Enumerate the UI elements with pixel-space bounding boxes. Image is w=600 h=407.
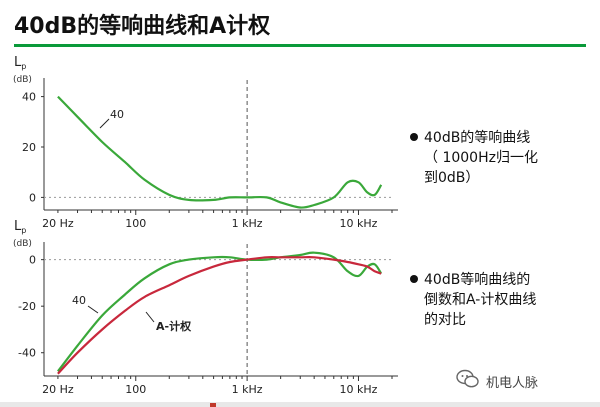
x-tick-label: 10 kHz <box>340 383 378 396</box>
x-tick-label: 20 Hz <box>42 383 74 396</box>
series-label-leader <box>87 305 99 314</box>
bullet-a-weighting-compare: 40dB等响曲线的 倒数和A-计权曲线 的对比 <box>410 270 594 330</box>
watermark-text: 机电人脉 <box>486 376 539 391</box>
y-tick-label: -40 <box>18 347 36 360</box>
y-axis-label: Lp <box>14 55 26 71</box>
bullet-dot <box>410 275 418 283</box>
series-label-40: 40 <box>72 294 86 307</box>
y-tick-label: 0 <box>29 191 36 204</box>
y-tick-label: 40 <box>22 91 36 104</box>
x-tick-label: 10 kHz <box>340 217 378 230</box>
series-label-a-weighting: A-计权 <box>156 319 192 333</box>
y-axis-label: Lp <box>14 219 26 235</box>
bullet-line: 倒数和A-计权曲线 <box>424 292 537 308</box>
x-tick-label: 1 kHz <box>232 383 263 396</box>
bullet-line: 的对比 <box>424 312 466 328</box>
y-axis-unit: (dB) <box>13 75 32 85</box>
y-axis-unit: (dB) <box>13 239 32 249</box>
footer-bar <box>0 402 600 407</box>
series-line-equal-loudness-40 <box>57 251 383 372</box>
bullet-line: 40dB等响曲线的 <box>424 272 531 288</box>
series-line-equal-loudness-40 <box>57 95 383 209</box>
x-tick-label: 100 <box>125 383 146 396</box>
bullet-line: 到0dB） <box>424 170 480 186</box>
bullet-equal-loudness: 40dB的等响曲线 （ 1000Hz归一化 到0dB） <box>410 128 594 188</box>
y-tick-label: 0 <box>29 254 36 267</box>
y-tick-label: 20 <box>22 141 36 154</box>
y-tick-label: -20 <box>18 300 36 313</box>
title-underline <box>14 44 586 47</box>
slide-title: 40dB的等响曲线和A计权 <box>14 14 271 39</box>
wechat-icon <box>456 369 479 388</box>
x-tick-label: 1 kHz <box>232 217 263 230</box>
bullet-line: 40dB的等响曲线 <box>424 130 531 146</box>
bullet-line: （ 1000Hz归一化 <box>424 150 538 166</box>
series-line-a-weighting <box>57 256 382 375</box>
series-label-leader <box>99 118 110 129</box>
x-tick-label: 20 Hz <box>42 217 74 230</box>
series-label-40: 40 <box>110 108 124 121</box>
series-label-leader <box>145 311 155 323</box>
footer-mark <box>210 403 216 407</box>
x-tick-label: 100 <box>125 217 146 230</box>
bullet-dot <box>410 133 418 141</box>
